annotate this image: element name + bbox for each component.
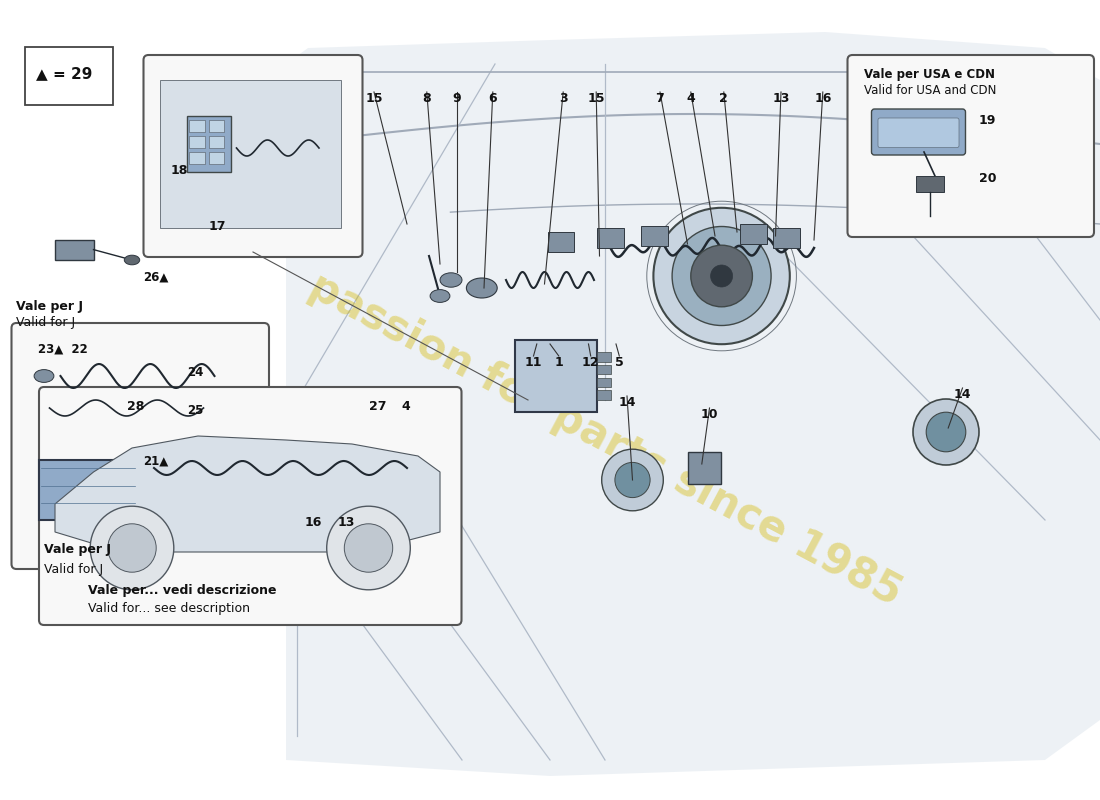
Text: 13: 13 [338, 516, 355, 529]
Text: 5: 5 [615, 356, 624, 369]
Circle shape [602, 450, 663, 511]
Text: 15: 15 [587, 92, 605, 105]
FancyBboxPatch shape [189, 152, 205, 164]
FancyBboxPatch shape [39, 387, 462, 625]
Text: Vale per J: Vale per J [44, 543, 111, 556]
Circle shape [280, 429, 424, 571]
FancyBboxPatch shape [143, 55, 363, 257]
Text: ▲ = 29: ▲ = 29 [36, 66, 92, 81]
Text: Valid for J: Valid for J [44, 563, 103, 576]
FancyBboxPatch shape [24, 46, 113, 105]
Text: Valid for J: Valid for J [16, 316, 76, 329]
FancyBboxPatch shape [878, 118, 959, 147]
Text: 6: 6 [488, 92, 497, 105]
Circle shape [327, 506, 410, 590]
FancyBboxPatch shape [209, 136, 224, 148]
FancyBboxPatch shape [847, 55, 1094, 237]
Circle shape [341, 489, 363, 511]
Text: 8: 8 [422, 92, 431, 105]
FancyBboxPatch shape [209, 120, 224, 132]
FancyBboxPatch shape [597, 228, 624, 248]
Circle shape [913, 399, 979, 465]
FancyBboxPatch shape [916, 176, 944, 192]
FancyBboxPatch shape [11, 323, 270, 569]
Text: 12: 12 [582, 356, 600, 369]
Text: 2: 2 [719, 92, 728, 105]
Ellipse shape [34, 370, 54, 382]
Circle shape [691, 245, 752, 306]
Circle shape [321, 469, 383, 531]
Text: 14: 14 [954, 388, 971, 401]
Ellipse shape [440, 273, 462, 287]
FancyBboxPatch shape [187, 116, 231, 172]
Text: 24: 24 [187, 366, 204, 379]
Text: 14: 14 [618, 396, 636, 409]
Text: 16: 16 [305, 516, 322, 529]
Text: 13: 13 [772, 92, 790, 105]
Text: 21▲: 21▲ [143, 454, 168, 467]
Text: Vale per... vedi descrizione: Vale per... vedi descrizione [88, 584, 276, 597]
Text: 16: 16 [814, 92, 832, 105]
Circle shape [615, 462, 650, 498]
Text: Valid for USA and CDN: Valid for USA and CDN [864, 84, 996, 97]
Text: 4: 4 [402, 400, 410, 413]
FancyBboxPatch shape [597, 390, 611, 400]
FancyBboxPatch shape [597, 378, 611, 387]
FancyBboxPatch shape [641, 226, 668, 246]
Text: 15: 15 [365, 92, 383, 105]
FancyBboxPatch shape [189, 136, 205, 148]
Ellipse shape [466, 278, 497, 298]
Ellipse shape [124, 255, 140, 265]
Text: 17: 17 [209, 220, 227, 233]
Text: 27: 27 [368, 400, 386, 413]
Text: 4: 4 [686, 92, 695, 105]
Text: passion for parts since 1985: passion for parts since 1985 [301, 266, 909, 614]
Circle shape [926, 412, 966, 452]
Text: 10: 10 [701, 408, 718, 421]
Circle shape [344, 524, 393, 572]
FancyBboxPatch shape [160, 80, 341, 228]
Circle shape [711, 265, 733, 287]
FancyBboxPatch shape [515, 340, 597, 412]
FancyBboxPatch shape [55, 240, 94, 260]
Text: 28: 28 [126, 400, 144, 413]
Text: 7: 7 [656, 92, 664, 105]
FancyBboxPatch shape [597, 352, 611, 362]
Circle shape [653, 208, 790, 344]
Text: 1: 1 [554, 356, 563, 369]
FancyBboxPatch shape [740, 224, 767, 244]
Text: 25: 25 [187, 404, 204, 417]
FancyBboxPatch shape [688, 452, 720, 484]
Circle shape [299, 447, 405, 553]
Text: Valid for... see description: Valid for... see description [88, 602, 250, 615]
FancyBboxPatch shape [209, 152, 224, 164]
PathPatch shape [286, 32, 1100, 776]
Ellipse shape [430, 290, 450, 302]
Text: Vale per J: Vale per J [16, 300, 84, 313]
Text: 19: 19 [979, 114, 997, 127]
FancyBboxPatch shape [773, 228, 800, 248]
FancyBboxPatch shape [871, 109, 966, 155]
Polygon shape [55, 436, 440, 552]
Text: 3: 3 [559, 92, 568, 105]
Text: 18: 18 [170, 164, 188, 177]
FancyBboxPatch shape [597, 365, 611, 374]
FancyBboxPatch shape [548, 232, 574, 252]
Text: 26▲: 26▲ [143, 270, 168, 283]
Text: Vale per USA e CDN: Vale per USA e CDN [864, 68, 994, 81]
FancyBboxPatch shape [39, 460, 138, 520]
Text: 9: 9 [452, 92, 461, 105]
Circle shape [90, 506, 174, 590]
Circle shape [108, 524, 156, 572]
Text: 23▲  22: 23▲ 22 [39, 342, 88, 355]
Circle shape [672, 226, 771, 326]
Text: 11: 11 [525, 356, 542, 369]
FancyBboxPatch shape [189, 120, 205, 132]
Text: 20: 20 [979, 172, 997, 185]
